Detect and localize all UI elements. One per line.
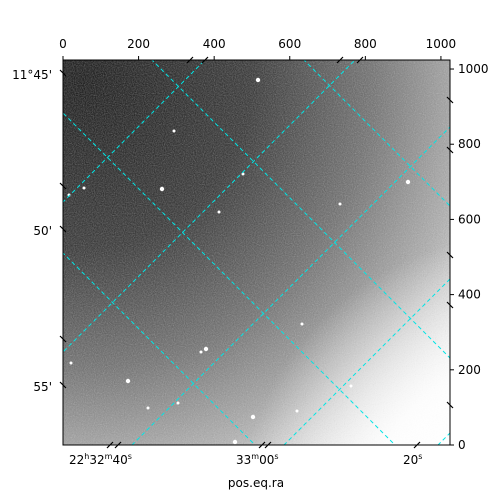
ra-tick-label: 33m00s (236, 452, 279, 467)
wcs-tick (106, 441, 114, 449)
star-point (255, 77, 261, 83)
coordinate-grid (63, 60, 450, 445)
ra-grid-line (283, 278, 450, 445)
wcs-tick (446, 96, 454, 104)
top-tick-label: 200 (127, 37, 150, 51)
star-point (146, 406, 150, 410)
top-pixel-axis: 0 200 400 600 800 1000 (59, 37, 456, 60)
star-point (405, 179, 411, 185)
plot-frame (62, 59, 451, 446)
star-points (67, 77, 411, 445)
star-point (159, 186, 165, 192)
wcs-tick (446, 301, 454, 309)
wcs-tick (413, 441, 421, 449)
star-point (300, 322, 304, 326)
ra-axis: 22h32m40s 33m00s 20s pos.eq.ra (69, 452, 422, 490)
x-axis-label: pos.eq.ra (228, 476, 284, 490)
star-point (232, 439, 238, 445)
sky-image (63, 60, 450, 445)
star-point (241, 172, 245, 176)
wcs-tick (59, 69, 67, 77)
star-point (250, 414, 256, 420)
star-point (217, 210, 221, 214)
star-point (82, 186, 86, 190)
ra-tick-label: 22h32m40s (69, 452, 132, 467)
top-tick-label: 1000 (426, 37, 457, 51)
star-point (349, 384, 353, 388)
wcs-tick (446, 401, 454, 409)
wcs-tick (59, 182, 67, 190)
dec-grid-line (63, 112, 396, 445)
star-point (172, 129, 176, 133)
star-point (203, 346, 209, 352)
star-point (176, 401, 180, 405)
dec-tick-label: 50' (33, 224, 52, 238)
top-tick-label: 400 (203, 37, 226, 51)
star-point (69, 361, 73, 365)
star-point (125, 378, 131, 384)
star-point (199, 350, 203, 354)
ra-grid-line (63, 60, 356, 353)
top-tick-label: 800 (354, 37, 377, 51)
star-point (338, 202, 342, 206)
wcs-tick (186, 56, 194, 64)
right-tick-label: 1000 (458, 62, 489, 76)
dec-grid-line (63, 252, 256, 445)
wcs-tick (264, 441, 272, 449)
ra-tick-label: 20s (403, 452, 422, 467)
dec-tick-label: 55' (33, 380, 52, 394)
wcs-tick (59, 335, 67, 343)
right-tick-label: 400 (458, 288, 481, 302)
right-pixel-axis: 0 200 400 600 800 1000 (450, 62, 489, 452)
wcs-tick-marks (59, 56, 454, 449)
wcs-tick (201, 56, 209, 64)
wcs-tick (356, 56, 364, 64)
wcs-tick (59, 225, 67, 233)
wcs-tick (59, 381, 67, 389)
top-tick-label: 0 (59, 37, 67, 51)
ra-grid-line (131, 126, 450, 445)
right-tick-label: 200 (458, 363, 481, 377)
wcs-tick (446, 251, 454, 259)
right-tick-label: 600 (458, 212, 481, 226)
wcs-tick (258, 441, 266, 449)
dec-grid-line (151, 60, 450, 359)
right-tick-label: 800 (458, 137, 481, 151)
wcs-tick (336, 56, 344, 64)
dec-axis: 11°45' 50' 55' (12, 68, 52, 394)
right-tick-label: 0 (458, 438, 466, 452)
wcs-tick (446, 146, 454, 154)
star-point (295, 409, 299, 413)
top-tick-label: 600 (278, 37, 301, 51)
wcs-tick (114, 441, 122, 449)
dec-tick-label: 11°45' (12, 68, 52, 82)
